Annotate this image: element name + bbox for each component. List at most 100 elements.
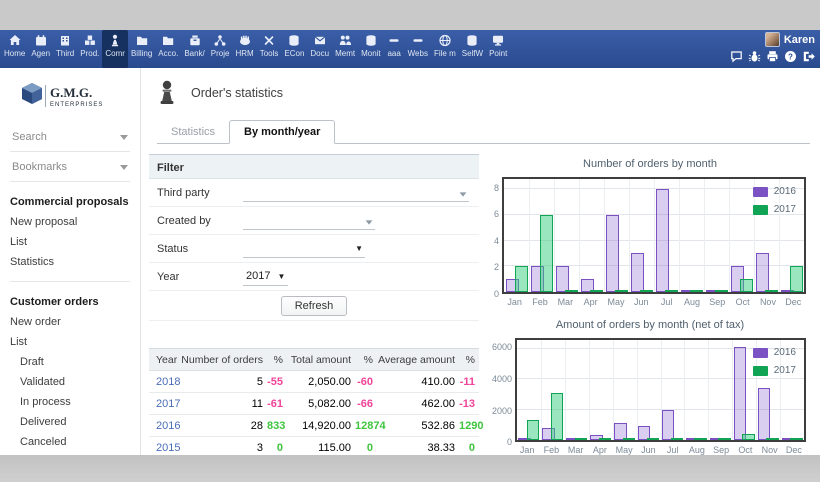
sidebar-item-validated[interactable]: Validated [10,372,130,392]
bar-2017-may [615,290,628,292]
bar-2017-mar [565,290,578,292]
cashbox-icon [188,34,202,47]
logout-icon[interactable] [802,50,815,63]
nav-item-comr[interactable]: Comr [102,30,128,68]
chat-icon[interactable] [730,50,743,63]
amount-value: 532.86 [377,420,459,432]
nav-item-bank-[interactable]: Bank/ [181,30,207,68]
nodes-icon [213,34,227,47]
user-name: Karen [784,34,815,46]
nav-item-monit[interactable]: Monit [358,30,384,68]
nav-item-econ[interactable]: ECon [281,30,307,68]
nav-item-point[interactable]: Point [486,30,510,68]
order-statistics-icon [157,80,177,106]
bug-icon[interactable] [748,50,761,63]
nav-item-proje[interactable]: Proje [208,30,233,68]
chevron-down-icon [120,165,128,170]
building-icon [58,34,72,47]
nav-item-hrm[interactable]: HRM [232,30,256,68]
menubar-items: HomeAgenThirdProd.ComrBillingAcco.Bank/P… [0,30,510,68]
sidebar: G.M.G. ENTERPRISES Search Bookmarks Comm… [0,68,141,455]
chart-legend: 20162017 [753,186,796,222]
year-link[interactable]: 2018 [156,376,180,388]
x-axis-tick-label: Sep [709,442,733,455]
sidebar-item-canceled[interactable]: Canceled [10,432,130,452]
nav-item-memt[interactable]: Memt [332,30,358,68]
chart-title: Number of orders by month [488,158,812,170]
chart-legend: 20162017 [753,347,796,383]
nav-item-file-m[interactable]: File m [431,30,459,68]
tab-statistics[interactable]: Statistics [157,121,229,143]
bar-2016-nov [758,388,770,440]
sidebar-item-draft[interactable]: Draft [10,352,130,372]
bar-2016-jun [631,253,644,292]
amount-value: 11 [179,398,267,410]
sidebar-item-delivered[interactable]: Delivered [10,412,130,432]
sidebar-item-statistics[interactable]: Statistics [10,252,130,272]
sidebar-item-new-proposal[interactable]: New proposal [10,212,130,232]
nav-item-home[interactable]: Home [1,30,28,68]
user-row[interactable]: Karen [730,32,815,47]
nav-item-selfw[interactable]: SelfW [459,30,486,68]
tab-by-month-year[interactable]: By month/year [229,120,335,144]
printer-icon[interactable] [766,50,779,63]
filter-row-status: Status▼ [149,235,479,263]
amount-value: 5 [179,376,267,388]
bar-2017-apr [590,290,603,292]
sidebar-item-list[interactable]: List [10,332,130,352]
bar-2017-jun [647,438,659,440]
amount-value: 115.00 [287,442,355,454]
amount-value: 462.00 [377,398,459,410]
nav-item-agen[interactable]: Agen [28,30,53,68]
nav-item-third[interactable]: Third [53,30,77,68]
bar-2016-mar [556,266,569,292]
sidebar-item-statistics[interactable]: Statistics [10,452,130,455]
legend-label: 2016 [774,347,796,358]
x-axis-tick-label: Nov [758,442,782,455]
bar-2017-nov [765,290,778,292]
nav-item-aaa[interactable]: aaa [384,30,405,68]
nav-item-webs[interactable]: Webs [405,30,431,68]
table-header-cell: % [355,354,377,366]
sidebar-item-list[interactable]: List [10,232,130,252]
legend-swatch [753,205,768,215]
year-select[interactable]: 2017▼ [243,268,288,286]
cylinder-icon [287,34,301,47]
sidebar-item-in-process[interactable]: In process [10,392,130,412]
percent-value: -60 [357,376,373,388]
y-axis-tick-label: 2 [494,262,499,272]
year-link[interactable]: 2017 [156,398,180,410]
filter-row-year: Year2017▼ [149,263,479,291]
status-select[interactable]: ▼ [243,240,365,258]
bar-2017-aug [694,438,706,440]
nav-item-acco-[interactable]: Acco. [155,30,181,68]
y-axis-tick-label: 6 [494,209,499,219]
year-link[interactable]: 2016 [156,420,180,432]
help-icon[interactable]: ? [784,50,797,63]
nav-item-tools[interactable]: Tools [257,30,282,68]
legend-label: 2016 [774,186,796,197]
nav-item-billing[interactable]: Billing [128,30,155,68]
dash-icon [411,34,425,47]
nav-item-docu[interactable]: Docu [307,30,332,68]
cubes-icon [83,34,97,47]
bar-2017-jul [665,290,678,292]
sidebar-search-toggle[interactable]: Search [10,122,130,152]
bar-2017-sep [718,438,730,440]
x-axis-tick-label: May [612,442,636,455]
sidebar-item-new-order[interactable]: New order [10,312,130,332]
year-value: 2017 [246,270,270,282]
sidebar-bookmarks-toggle[interactable]: Bookmarks [10,152,130,182]
third-party-select[interactable] [243,184,469,202]
nav-item-prod-[interactable]: Prod. [77,30,102,68]
created-by-select[interactable] [243,212,375,230]
refresh-button[interactable]: Refresh [281,296,348,316]
bar-2016-jul [656,189,669,292]
year-link[interactable]: 2015 [156,442,180,454]
calendar-icon [34,34,48,47]
screen-icon [491,34,505,47]
svg-text:ENTERPRISES: ENTERPRISES [50,102,103,108]
screen-margin-top [0,0,820,30]
bar-2016-may [606,215,619,292]
bar-2017-nov [766,438,778,440]
